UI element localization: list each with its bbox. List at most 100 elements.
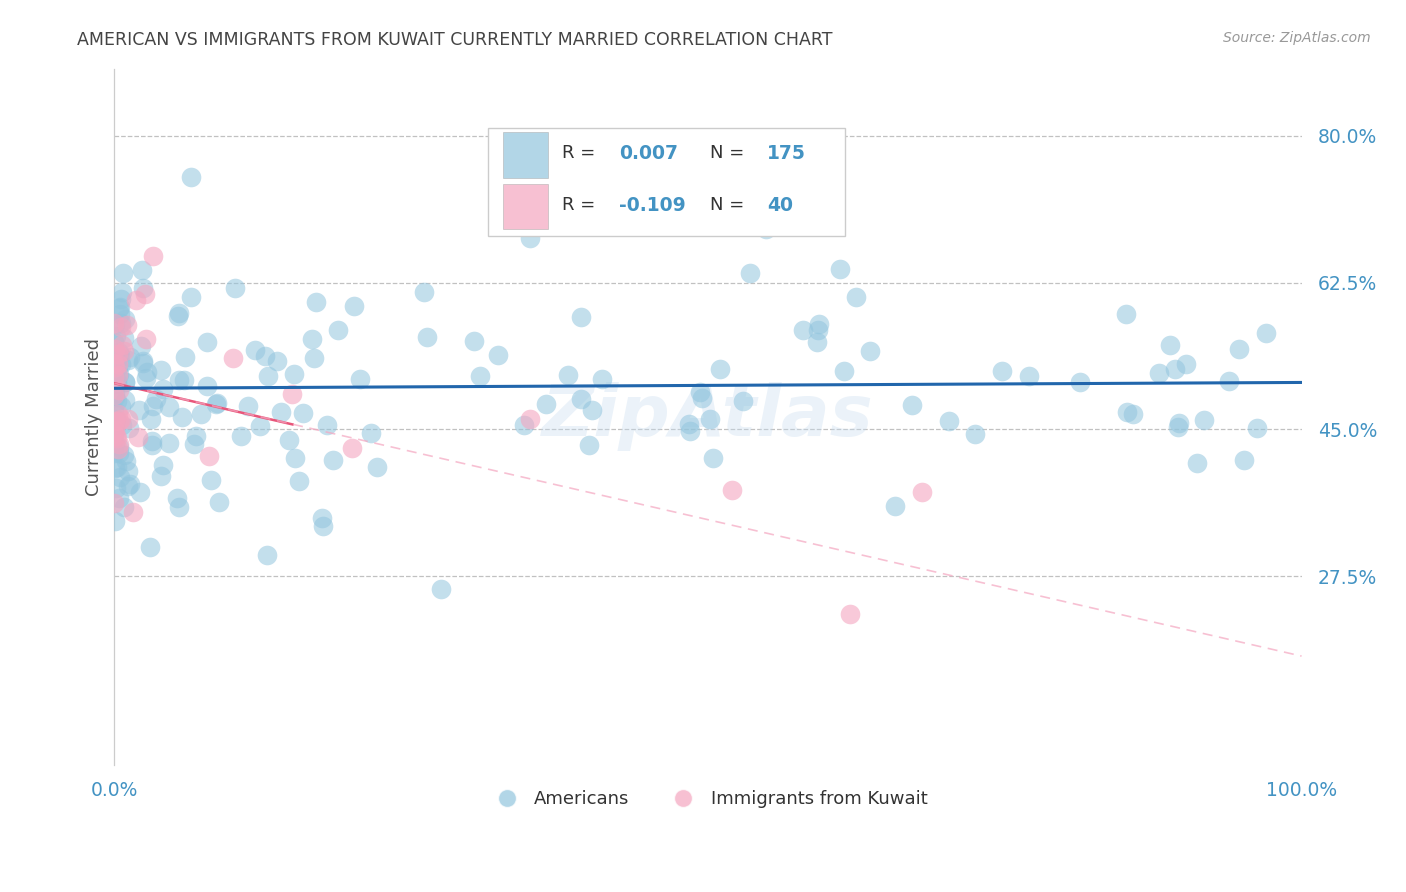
Point: [112, 331, 135, 345]
Point: [117, 353, 139, 368]
Point: [112, 500, 135, 514]
Point: [689, 384, 711, 399]
Point: [360, 426, 382, 441]
Point: [270, 404, 292, 418]
Point: [938, 414, 960, 428]
Point: [832, 363, 855, 377]
Point: [108, 491, 131, 505]
Point: [186, 428, 208, 442]
Point: [110, 292, 132, 306]
Point: [111, 338, 134, 352]
Point: [104, 418, 127, 433]
Point: [578, 438, 600, 452]
Point: [105, 374, 128, 388]
Point: [110, 317, 132, 331]
Point: [107, 359, 129, 374]
Point: [513, 417, 536, 432]
Point: [1233, 452, 1256, 467]
Text: R =: R =: [562, 196, 600, 214]
Point: [108, 307, 131, 321]
Point: [112, 343, 135, 358]
Point: [107, 358, 129, 372]
Point: [1218, 375, 1240, 389]
Point: [139, 412, 162, 426]
Point: [108, 414, 131, 428]
Point: [845, 290, 868, 304]
Point: [129, 484, 152, 499]
Point: [839, 607, 862, 621]
Point: [173, 373, 195, 387]
Point: [145, 392, 167, 407]
Point: [104, 371, 127, 385]
Point: [990, 364, 1012, 378]
FancyBboxPatch shape: [502, 132, 548, 178]
Point: [112, 266, 135, 280]
Point: [315, 418, 337, 433]
Point: [104, 423, 127, 437]
Point: [108, 367, 131, 381]
Point: [963, 426, 986, 441]
Text: -0.109: -0.109: [619, 195, 686, 214]
Point: [536, 397, 558, 411]
Point: [207, 395, 229, 409]
Point: [104, 429, 127, 443]
Point: [1256, 326, 1278, 340]
Point: [111, 418, 134, 433]
Point: [208, 495, 231, 509]
Point: [884, 499, 907, 513]
Point: [806, 334, 828, 349]
Point: [720, 483, 742, 497]
Point: [519, 412, 541, 426]
Point: [690, 391, 713, 405]
Point: [103, 356, 125, 370]
Point: [108, 301, 131, 315]
Point: [103, 391, 125, 405]
Point: [104, 437, 127, 451]
Point: [125, 293, 148, 307]
Point: [104, 385, 127, 400]
Point: [110, 357, 132, 371]
Point: [107, 347, 129, 361]
Text: 0.007: 0.007: [619, 144, 678, 162]
Point: [104, 360, 127, 375]
Point: [180, 290, 202, 304]
Text: R =: R =: [562, 145, 600, 162]
Point: [322, 452, 344, 467]
Point: [236, 399, 259, 413]
Point: [110, 348, 132, 362]
Point: [104, 414, 127, 428]
Point: [740, 266, 762, 280]
Point: [901, 398, 924, 412]
Point: [569, 392, 592, 406]
Point: [349, 372, 371, 386]
Point: [1227, 342, 1250, 356]
Point: [222, 351, 245, 366]
Point: [152, 458, 174, 472]
Point: [366, 460, 388, 475]
Point: [103, 403, 125, 417]
Text: 40: 40: [768, 195, 793, 214]
Point: [166, 310, 188, 324]
Point: [195, 379, 218, 393]
Point: [108, 301, 131, 315]
Point: [1115, 307, 1137, 321]
Point: [301, 332, 323, 346]
Point: [1246, 421, 1268, 435]
Point: [311, 510, 333, 524]
Point: [105, 393, 128, 408]
Text: Source: ZipAtlas.com: Source: ZipAtlas.com: [1223, 31, 1371, 45]
Point: [679, 424, 702, 438]
Text: 175: 175: [768, 144, 806, 162]
Point: [755, 221, 778, 235]
Point: [103, 335, 125, 350]
Point: [108, 470, 131, 484]
Point: [205, 397, 228, 411]
Point: [412, 285, 434, 299]
Legend: Americans, Immigrants from Kuwait: Americans, Immigrants from Kuwait: [481, 783, 935, 815]
Point: [105, 430, 128, 444]
Point: [114, 375, 136, 389]
Point: [141, 434, 163, 449]
Point: [463, 334, 485, 348]
Point: [190, 407, 212, 421]
Point: [911, 485, 934, 500]
